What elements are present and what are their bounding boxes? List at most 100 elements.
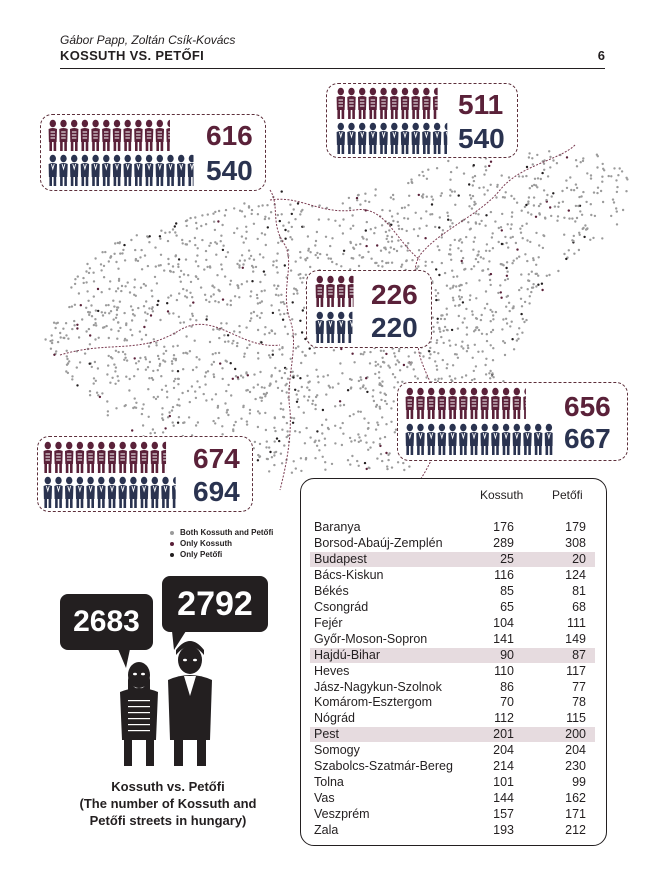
map-dot	[248, 257, 251, 260]
map-dot	[461, 340, 464, 343]
map-dot	[160, 229, 163, 232]
map-dot	[138, 330, 142, 333]
map-dot	[194, 424, 198, 427]
map-dot	[596, 191, 599, 195]
map-dot	[480, 219, 483, 223]
map-dot	[221, 298, 225, 301]
map-dot	[220, 234, 223, 237]
map-dot	[212, 373, 215, 376]
map-dot	[421, 170, 424, 174]
map-dot	[278, 439, 281, 443]
map-dot	[94, 338, 97, 341]
map-dot	[381, 360, 385, 364]
map-dot	[273, 416, 276, 419]
map-dot	[472, 265, 476, 268]
map-dot	[292, 376, 295, 379]
map-dot	[245, 420, 249, 423]
map-dot	[55, 350, 58, 353]
map-dot	[123, 311, 126, 315]
map-dot	[442, 329, 445, 332]
map-dot	[457, 247, 460, 250]
map-dot	[359, 387, 362, 390]
map-dot	[157, 357, 161, 361]
map-dot	[374, 360, 377, 364]
map-dot	[360, 378, 363, 381]
map-dot	[243, 202, 246, 205]
map-dot	[528, 302, 531, 305]
county-name: Baranya	[314, 520, 361, 534]
map-dot	[76, 327, 79, 330]
map-dot	[453, 238, 456, 242]
map-dot	[296, 202, 300, 205]
map-dot	[515, 257, 519, 260]
map-dot	[258, 253, 262, 256]
map-dot	[575, 165, 579, 168]
map-dot	[245, 423, 249, 426]
county-name: Zala	[314, 823, 339, 838]
map-dot	[163, 345, 166, 348]
map-dot	[400, 206, 404, 210]
map-dot	[381, 356, 384, 359]
map-dot	[406, 249, 409, 252]
map-dot	[474, 257, 478, 261]
map-dot	[294, 347, 298, 350]
map-dot	[434, 225, 437, 229]
map-dot	[579, 210, 582, 213]
map-dot	[216, 274, 219, 277]
caption-line: (The number of Kossuth and	[79, 796, 257, 811]
map-dot	[247, 249, 251, 252]
kossuth-value: 214	[493, 759, 514, 774]
map-dot	[472, 179, 476, 183]
map-dot	[73, 319, 76, 323]
county-name: Tolna	[314, 775, 344, 790]
map-dot	[449, 194, 452, 197]
map-dot	[453, 190, 456, 193]
map-dot	[341, 421, 344, 425]
map-dot	[286, 332, 289, 336]
map-dot	[448, 339, 451, 342]
map-dot	[492, 318, 495, 321]
map-dot	[302, 306, 306, 309]
map-dot	[528, 295, 531, 298]
map-dot	[161, 407, 164, 410]
map-dot	[144, 358, 148, 361]
map-dot	[148, 307, 151, 310]
map-dot	[139, 256, 142, 259]
map-dot	[212, 419, 215, 423]
map-dot	[221, 377, 224, 381]
map-dot	[422, 193, 425, 196]
kossuth-value: 65	[500, 599, 514, 614]
map-dot	[381, 260, 384, 263]
map-dot	[148, 241, 151, 244]
map-dot	[309, 436, 312, 439]
map-dot	[93, 360, 97, 364]
map-dot	[325, 418, 328, 421]
map-dot	[379, 365, 382, 368]
map-dot	[384, 399, 387, 403]
map-dot	[177, 416, 181, 419]
map-dot	[548, 273, 551, 277]
map-dot	[351, 454, 354, 458]
map-dot	[451, 222, 454, 225]
map-dot	[89, 334, 92, 337]
map-dot	[194, 216, 197, 219]
map-dot	[221, 425, 224, 428]
map-dot	[342, 403, 346, 407]
map-dot	[537, 274, 540, 277]
caption-line: Petőfi streets in hungary)	[89, 813, 247, 828]
map-dot	[474, 328, 477, 332]
map-dot	[465, 307, 468, 311]
map-dot	[159, 318, 162, 322]
map-dot	[78, 361, 82, 364]
table-row: Somogy 204 204	[310, 743, 595, 758]
map-dot	[460, 376, 464, 379]
map-dot	[164, 231, 167, 234]
map-dot	[468, 205, 471, 208]
map-dot	[373, 232, 376, 235]
map-dot	[489, 369, 492, 373]
map-dot	[232, 424, 236, 427]
map-dot	[280, 376, 284, 380]
map-dot	[97, 336, 100, 339]
map-dot	[484, 290, 488, 293]
map-dot	[370, 257, 373, 260]
